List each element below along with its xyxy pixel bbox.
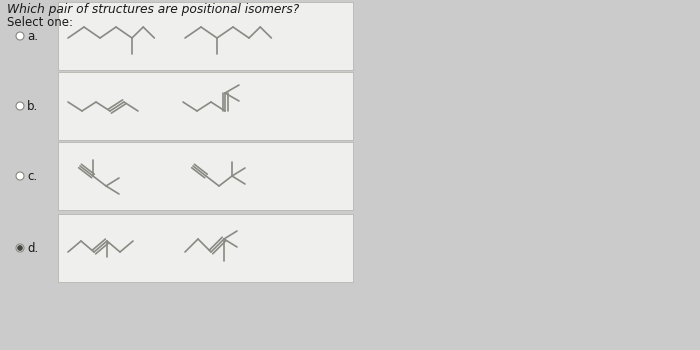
Circle shape [18,246,22,250]
Bar [58,72,353,140]
Circle shape [16,244,24,252]
Circle shape [16,172,24,180]
Bar [58,2,353,70]
Text: a.: a. [27,29,38,42]
Circle shape [16,32,24,40]
Bar [58,142,353,210]
Text: b.: b. [27,99,38,112]
Circle shape [16,102,24,110]
Text: Which pair of structures are positional isomers?: Which pair of structures are positional … [7,3,300,16]
Text: c.: c. [27,169,37,182]
Text: Select one:: Select one: [7,16,73,29]
Bar [58,214,353,282]
Text: d.: d. [27,241,38,254]
